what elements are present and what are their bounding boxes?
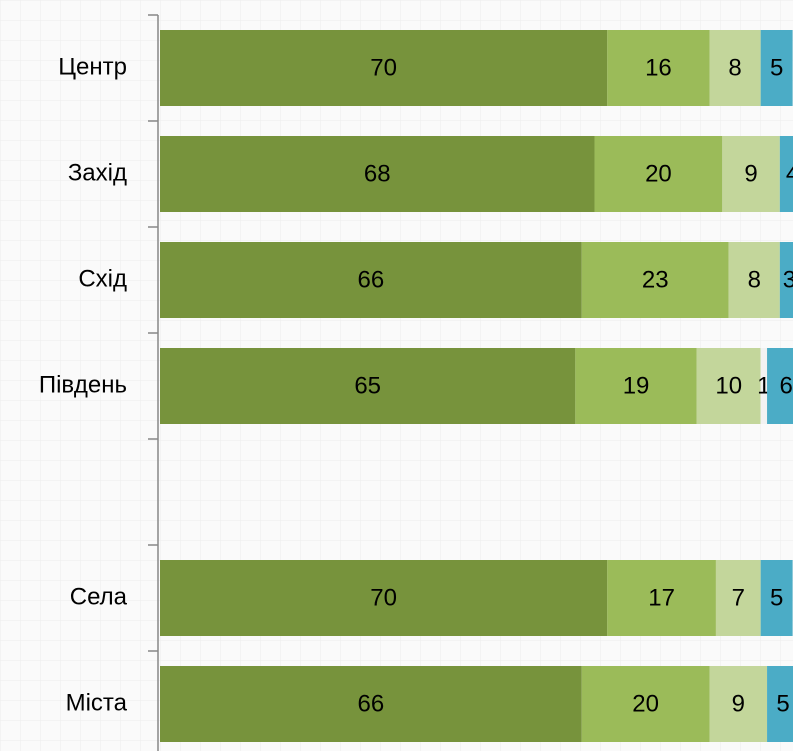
data-label: 9	[744, 160, 757, 187]
bar-segment	[779, 242, 793, 318]
category-label: Центр	[58, 53, 127, 80]
bar-segment	[767, 666, 793, 742]
bar-segment	[575, 348, 697, 424]
bar-segment	[160, 348, 576, 424]
bar-segment	[160, 136, 595, 212]
bar-segment	[160, 242, 582, 318]
data-label: 23	[642, 266, 669, 293]
bar-segment	[607, 560, 716, 636]
bar-segment	[709, 30, 761, 106]
bar-segment	[728, 242, 780, 318]
bar-segment	[160, 560, 608, 636]
data-label: 65	[354, 372, 381, 399]
data-label: 8	[728, 54, 741, 81]
data-label: 19	[623, 372, 650, 399]
data-label: 10	[715, 372, 742, 399]
bar-segment	[594, 136, 723, 212]
bar-segment	[760, 560, 793, 636]
data-label: 6	[780, 372, 793, 399]
bar-segment	[696, 348, 761, 424]
bar-segment	[709, 666, 768, 742]
bar-segment	[607, 30, 710, 106]
bar-segment	[760, 348, 768, 424]
data-label: 5	[770, 584, 783, 611]
category-label: Захід	[68, 159, 127, 186]
data-label: 3	[783, 266, 793, 293]
data-label: 4	[786, 160, 793, 187]
data-label: 70	[370, 584, 397, 611]
data-label: 8	[748, 266, 761, 293]
category-label: Міста	[66, 689, 128, 716]
data-label: 70	[370, 54, 397, 81]
category-label: Схід	[78, 265, 127, 292]
bar-segment	[581, 666, 710, 742]
data-label: 20	[632, 690, 659, 717]
data-label: 17	[648, 584, 675, 611]
bar-segment	[722, 136, 780, 212]
data-label: 5	[776, 690, 789, 717]
data-label: 66	[358, 266, 385, 293]
data-label: 7	[732, 584, 745, 611]
bar-segment	[160, 666, 582, 742]
data-label: 20	[645, 160, 672, 187]
bar-segment	[581, 242, 729, 318]
bar-segment	[760, 30, 793, 106]
bar-segment	[779, 136, 793, 212]
category-label: Села	[70, 583, 128, 610]
bar-segment	[715, 560, 761, 636]
category-label: Південь	[39, 371, 127, 398]
bar-segment	[160, 30, 608, 106]
data-label: 5	[770, 54, 783, 81]
bar-segment	[767, 348, 793, 424]
data-label: 16	[645, 54, 672, 81]
data-label: 9	[732, 690, 745, 717]
data-label: 66	[358, 690, 385, 717]
data-label: 68	[364, 160, 391, 187]
